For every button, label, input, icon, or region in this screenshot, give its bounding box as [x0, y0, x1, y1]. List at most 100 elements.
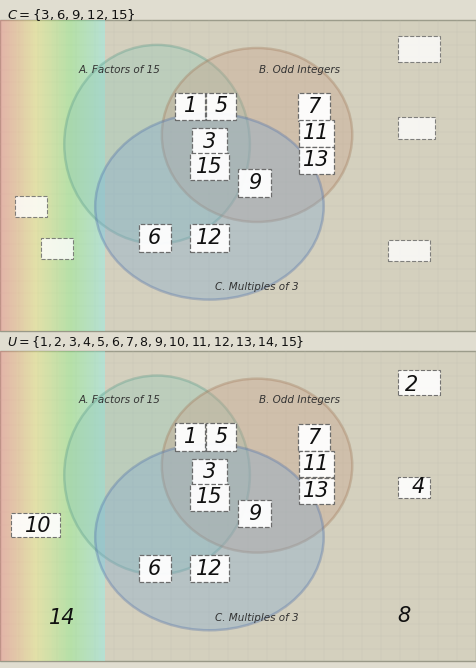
- Polygon shape: [23, 20, 24, 331]
- Polygon shape: [3, 20, 5, 331]
- Polygon shape: [45, 351, 47, 661]
- Polygon shape: [52, 20, 54, 331]
- Polygon shape: [12, 20, 14, 331]
- Polygon shape: [14, 351, 16, 661]
- Text: 12: 12: [196, 558, 223, 578]
- Polygon shape: [80, 20, 82, 331]
- Polygon shape: [40, 20, 42, 331]
- Polygon shape: [77, 20, 79, 331]
- Polygon shape: [89, 20, 91, 331]
- Polygon shape: [66, 20, 68, 331]
- FancyBboxPatch shape: [298, 94, 330, 121]
- FancyBboxPatch shape: [139, 555, 171, 582]
- FancyBboxPatch shape: [189, 484, 229, 511]
- Polygon shape: [60, 351, 61, 661]
- Text: 13: 13: [303, 481, 330, 501]
- Polygon shape: [50, 20, 52, 331]
- Polygon shape: [63, 20, 65, 331]
- Text: C. Multiples of 3: C. Multiples of 3: [215, 282, 299, 292]
- Text: 10: 10: [25, 516, 51, 536]
- Polygon shape: [70, 20, 71, 331]
- Text: 3: 3: [203, 462, 216, 482]
- Polygon shape: [91, 20, 92, 331]
- Polygon shape: [77, 351, 79, 661]
- Polygon shape: [54, 20, 56, 331]
- Polygon shape: [84, 351, 86, 661]
- Polygon shape: [82, 20, 84, 331]
- Text: 6: 6: [148, 558, 161, 578]
- Polygon shape: [65, 20, 66, 331]
- FancyBboxPatch shape: [15, 196, 47, 217]
- Polygon shape: [98, 351, 99, 661]
- Polygon shape: [56, 20, 58, 331]
- Polygon shape: [75, 20, 77, 331]
- Text: 5: 5: [215, 427, 228, 447]
- FancyBboxPatch shape: [0, 351, 476, 661]
- Text: 11: 11: [303, 124, 330, 144]
- Text: $\mathit{U = \{1, 2, 3, 4, 5, 6, 7, 8, 9, 10, 11, 12, 13, 14, 15\}}$: $\mathit{U = \{1, 2, 3, 4, 5, 6, 7, 8, 9…: [7, 334, 305, 350]
- Polygon shape: [12, 351, 14, 661]
- Polygon shape: [66, 351, 68, 661]
- Polygon shape: [86, 20, 87, 331]
- Text: 2: 2: [405, 375, 418, 395]
- Polygon shape: [101, 20, 103, 331]
- Polygon shape: [87, 351, 89, 661]
- Polygon shape: [23, 351, 24, 661]
- Polygon shape: [0, 20, 2, 331]
- Polygon shape: [28, 351, 30, 661]
- Polygon shape: [16, 20, 18, 331]
- Polygon shape: [44, 20, 45, 331]
- Polygon shape: [42, 20, 44, 331]
- Polygon shape: [21, 351, 23, 661]
- Polygon shape: [58, 351, 60, 661]
- Polygon shape: [35, 351, 37, 661]
- Text: 1: 1: [184, 96, 197, 116]
- Polygon shape: [26, 351, 28, 661]
- Polygon shape: [84, 20, 86, 331]
- Text: A. Factors of 15: A. Factors of 15: [78, 395, 160, 405]
- Polygon shape: [56, 351, 58, 661]
- Polygon shape: [71, 351, 73, 661]
- Text: 12: 12: [196, 228, 223, 248]
- Polygon shape: [61, 351, 63, 661]
- FancyBboxPatch shape: [388, 240, 430, 261]
- Polygon shape: [50, 351, 52, 661]
- Polygon shape: [21, 20, 23, 331]
- Polygon shape: [68, 20, 70, 331]
- Ellipse shape: [64, 45, 250, 244]
- Polygon shape: [99, 351, 101, 661]
- Polygon shape: [18, 20, 19, 331]
- Polygon shape: [30, 20, 31, 331]
- Polygon shape: [86, 351, 87, 661]
- Polygon shape: [58, 20, 60, 331]
- Polygon shape: [73, 351, 75, 661]
- Polygon shape: [7, 20, 9, 331]
- Polygon shape: [31, 20, 33, 331]
- Text: 7: 7: [307, 428, 321, 448]
- Polygon shape: [18, 351, 19, 661]
- Text: 14: 14: [49, 608, 75, 628]
- Polygon shape: [24, 351, 26, 661]
- Polygon shape: [96, 20, 98, 331]
- FancyBboxPatch shape: [41, 238, 73, 259]
- Polygon shape: [87, 20, 89, 331]
- Polygon shape: [96, 351, 98, 661]
- Polygon shape: [30, 351, 31, 661]
- Polygon shape: [40, 351, 42, 661]
- Ellipse shape: [162, 379, 352, 552]
- Polygon shape: [92, 20, 94, 331]
- Ellipse shape: [95, 113, 324, 299]
- Text: $\mathit{C = \{3, 6, 9, 12, 15\}}$: $\mathit{C = \{3, 6, 9, 12, 15\}}$: [7, 7, 136, 23]
- Polygon shape: [71, 20, 73, 331]
- Ellipse shape: [64, 375, 250, 574]
- FancyBboxPatch shape: [207, 424, 236, 451]
- Polygon shape: [99, 20, 101, 331]
- Polygon shape: [60, 20, 61, 331]
- Polygon shape: [52, 351, 54, 661]
- Polygon shape: [3, 351, 5, 661]
- FancyBboxPatch shape: [298, 424, 330, 452]
- FancyBboxPatch shape: [299, 451, 334, 478]
- Polygon shape: [39, 20, 40, 331]
- FancyBboxPatch shape: [189, 555, 229, 582]
- Polygon shape: [5, 351, 7, 661]
